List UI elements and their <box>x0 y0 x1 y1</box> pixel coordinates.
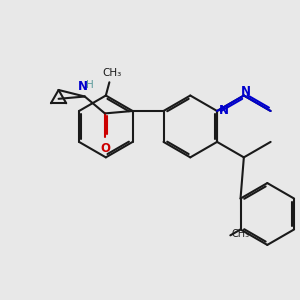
Text: O: O <box>100 142 110 155</box>
Text: N: N <box>241 85 251 98</box>
Text: H: H <box>86 80 94 90</box>
Text: CH₃: CH₃ <box>103 68 122 78</box>
Text: CH₃: CH₃ <box>232 229 250 239</box>
Text: N: N <box>219 104 229 118</box>
Text: N: N <box>78 80 88 93</box>
